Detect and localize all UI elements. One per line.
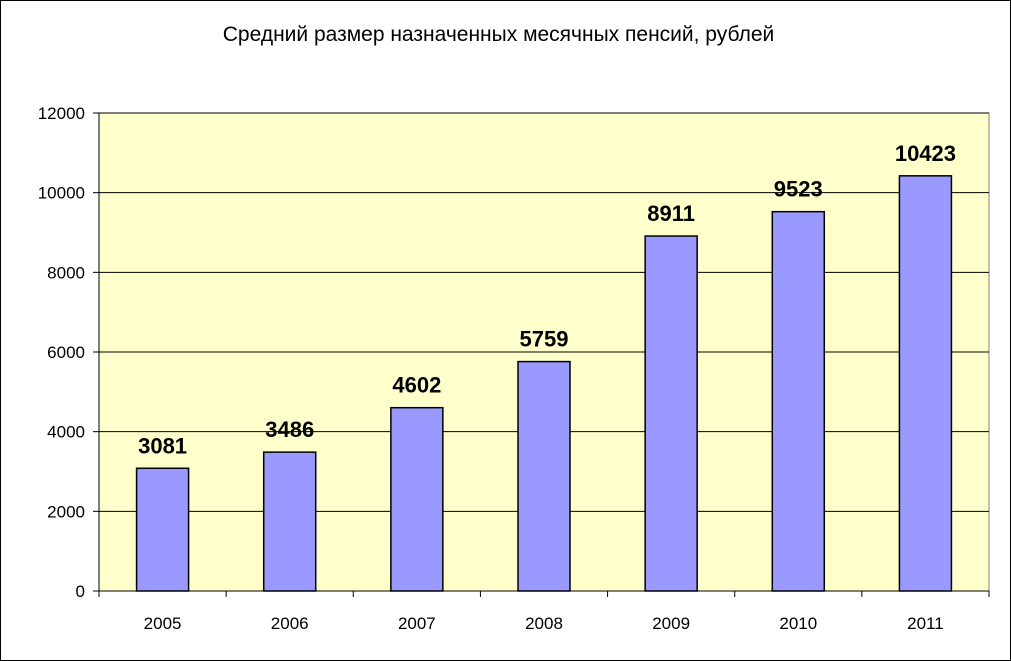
bar-2011	[898, 175, 953, 592]
x-tick-labels: 2005 2006 2007 2008 2009 2010 2011	[144, 614, 944, 633]
data-label-2008: 5759	[520, 327, 569, 352]
bar-2010	[771, 210, 826, 592]
chart-title: Средний размер назначенных месячных пенс…	[222, 23, 775, 46]
x-tick-label-2010: 2010	[779, 614, 817, 633]
data-label-2006: 3486	[265, 417, 314, 442]
x-tick-label-2011: 2011	[907, 614, 944, 633]
y-tick-label: 12000	[38, 104, 85, 123]
data-label-2010: 9523	[774, 177, 823, 202]
y-tick-label: 10000	[38, 184, 85, 203]
bar-2009	[644, 235, 698, 592]
bar-2005	[135, 467, 190, 592]
data-label-2011: 10423	[895, 141, 956, 166]
x-tick-label-2008: 2008	[525, 614, 563, 633]
y-tick-label: 2000	[47, 502, 85, 521]
y-tick-label: 6000	[47, 343, 85, 362]
axes	[93, 112, 990, 597]
x-tick-label-2006: 2006	[271, 614, 309, 633]
bars	[135, 175, 953, 592]
y-tick-label: 8000	[47, 263, 85, 282]
bar-2007	[390, 406, 444, 592]
bar-2008	[517, 360, 571, 592]
data-label-2009: 8911	[647, 201, 695, 226]
y-tick-label: 0	[76, 582, 85, 601]
y-tick-label: 4000	[47, 423, 85, 442]
bar-2006	[262, 451, 317, 592]
data-labels: 3081 3486 4602 5759 8911 9523 10423	[138, 141, 956, 458]
x-tick-label-2009: 2009	[652, 614, 690, 633]
x-tick-label-2007: 2007	[398, 614, 436, 633]
x-tick-label-2005: 2005	[144, 614, 182, 633]
data-label-2007: 4602	[392, 373, 441, 398]
data-label-2005: 3081	[138, 433, 187, 458]
y-tick-labels: 0 2000 4000 6000 8000 10000 12000	[38, 104, 85, 601]
